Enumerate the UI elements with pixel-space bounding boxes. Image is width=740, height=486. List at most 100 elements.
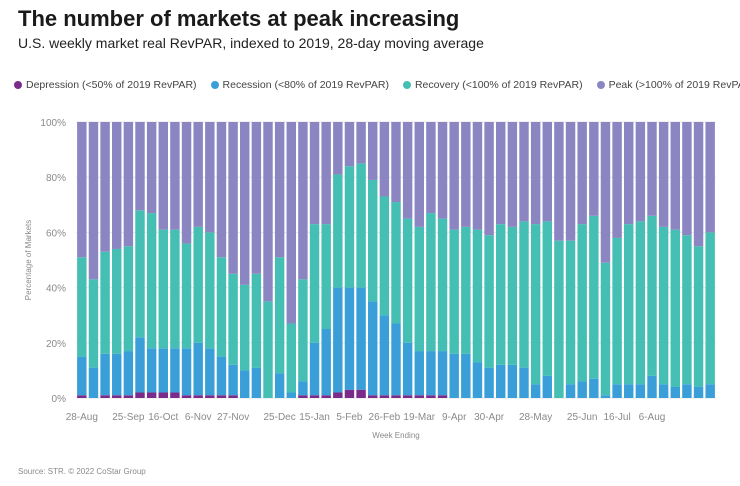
bar-segment: [414, 351, 424, 396]
bar-segment: [309, 342, 320, 396]
bar-segment: [600, 122, 611, 263]
bar-stack: [228, 122, 238, 398]
bar-segment: [181, 122, 192, 244]
bar-segment: [565, 122, 576, 241]
bar-stack: [379, 122, 390, 398]
bar-segment: [542, 221, 552, 376]
bar-segment: [274, 122, 285, 258]
x-tick-label: 15-Jan: [299, 412, 330, 423]
bar-segment: [88, 367, 99, 398]
x-tick-label: 26-Feb: [369, 412, 401, 423]
bar-segment: [77, 395, 87, 398]
x-tick-label: 19-Mar: [403, 412, 435, 423]
bar-segment: [693, 122, 704, 247]
bar-segment: [507, 364, 518, 398]
bar-stack: [216, 122, 227, 398]
legend-swatch-recession: [210, 81, 219, 89]
bar-segment: [181, 348, 192, 396]
bar-segment: [286, 392, 296, 398]
x-tick-label: 28-Aug: [66, 412, 98, 423]
bar-segment: [554, 240, 564, 398]
bar-stack: [309, 122, 320, 398]
bar-segment: [402, 122, 413, 219]
bar-stack: [414, 122, 424, 398]
bar-segment: [123, 351, 134, 396]
bar-stack: [344, 122, 355, 398]
bar-segment: [309, 395, 320, 398]
bar-segment: [146, 392, 157, 398]
bar-stack: [589, 122, 599, 398]
bar-segment: [228, 122, 238, 274]
bar-segment: [705, 122, 715, 233]
bar-segment: [321, 122, 331, 225]
legend-label-depression: Depression (<50% of 2019 RevPAR): [26, 79, 197, 91]
bar-segment: [240, 122, 250, 285]
bar-segment: [600, 395, 611, 398]
bar-segment: [193, 342, 203, 396]
bar-segment: [158, 348, 168, 393]
bar-stack: [542, 122, 552, 398]
bar-stack: [472, 122, 483, 398]
bar-stack: [170, 122, 180, 398]
bar-stack: [682, 122, 692, 398]
bar-segment: [135, 337, 145, 393]
x-tick-label: 9-Apr: [442, 412, 467, 423]
bar-segment: [368, 301, 378, 396]
bar-segment: [251, 273, 262, 368]
bar-segment: [274, 373, 285, 398]
bar-segment: [205, 232, 215, 349]
bar-segment: [612, 384, 622, 398]
bar-segment: [519, 221, 529, 368]
bar-segment: [705, 232, 715, 385]
bar-segment: [402, 395, 413, 398]
bar-stack: [461, 122, 471, 398]
bar-segment: [100, 122, 110, 252]
bar-segment: [298, 381, 308, 396]
bar-segment: [589, 122, 599, 216]
chart-subtitle: U.S. weekly market real RevPAR, indexed …: [18, 35, 484, 51]
legend-item-recovery: Recovery (<100% of 2019 RevPAR): [402, 78, 583, 92]
x-tick-label: 25-Dec: [264, 412, 296, 423]
bar-segment: [100, 395, 110, 398]
bar-segment: [414, 395, 424, 398]
legend-label-recession: Recession (<80% of 2019 RevPAR): [222, 79, 389, 91]
bar-stack: [181, 122, 192, 398]
bar-segment: [589, 215, 599, 379]
bar-segment: [612, 122, 622, 238]
bar-segment: [682, 122, 692, 236]
bar-stack: [565, 122, 576, 398]
bar-segment: [658, 384, 669, 398]
bar-stack: [135, 122, 145, 398]
x-tick-label: 25-Jun: [567, 412, 598, 423]
bar-segment: [263, 122, 273, 302]
bar-segment: [612, 237, 622, 385]
y-tick-label: 0%: [52, 394, 67, 405]
bar-segment: [333, 122, 343, 175]
bar-segment: [123, 122, 134, 247]
bar-segment: [472, 122, 483, 230]
bar-stack: [624, 122, 634, 398]
bar-stack: [496, 122, 506, 398]
bar-segment: [170, 229, 180, 349]
bar-segment: [321, 329, 331, 396]
bar-stack: [391, 122, 401, 398]
bar-segment: [484, 367, 494, 398]
bar-segment: [356, 389, 366, 398]
bar-segment: [624, 384, 634, 398]
bar-segment: [321, 224, 331, 329]
bar-segment: [205, 348, 215, 396]
bar-segment: [530, 224, 541, 385]
legend-label-recovery: Recovery (<100% of 2019 RevPAR): [414, 79, 583, 91]
bar-stack: [274, 122, 285, 398]
x-tick-label: 16-Oct: [148, 412, 178, 423]
bar-stack: [205, 122, 215, 398]
bar-segment: [88, 279, 99, 368]
bar-segment: [449, 229, 459, 354]
y-tick-label: 100%: [40, 118, 66, 129]
bar-segment: [589, 378, 599, 398]
bar-stack: [600, 122, 611, 398]
bar-stack: [286, 122, 296, 398]
source-note: Source: STR. © 2022 CoStar Group: [18, 467, 146, 476]
x-tick-label: 6-Nov: [185, 412, 212, 423]
